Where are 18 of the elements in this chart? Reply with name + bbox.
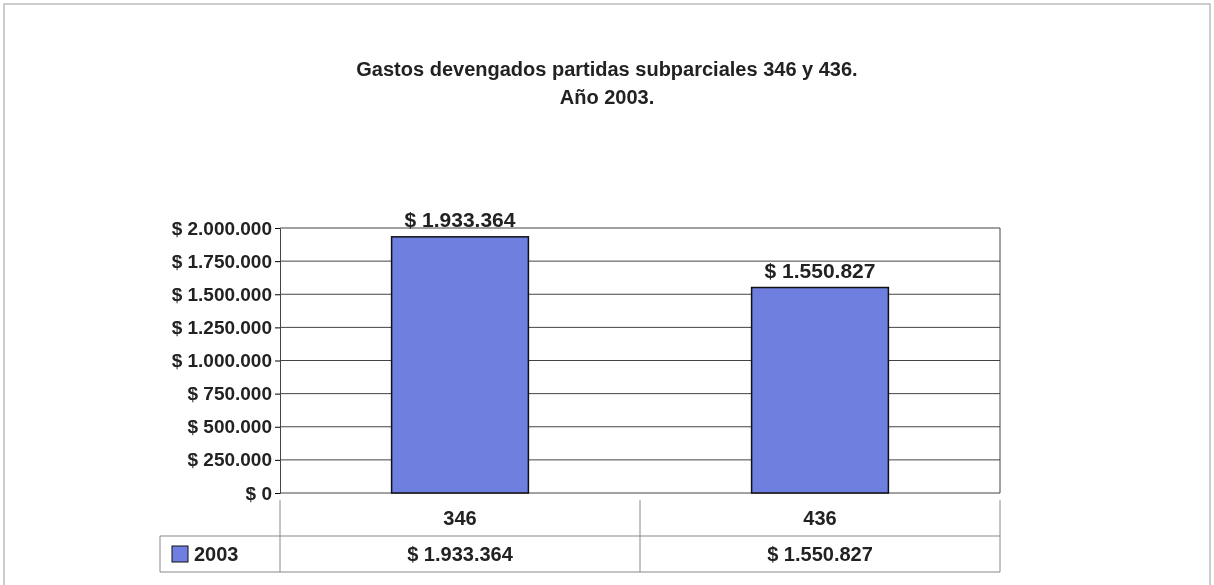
x-tick-label: 346 bbox=[443, 507, 477, 529]
legend-label: 2003 bbox=[194, 543, 239, 565]
y-tick-label: $ 250.000 bbox=[187, 449, 272, 471]
text: $ 1.933.364 bbox=[404, 207, 516, 231]
y-tick-label: $ 0 bbox=[245, 482, 272, 504]
chart-subtitle: Año 2003. bbox=[559, 86, 655, 108]
x-tick-label: 436 bbox=[803, 507, 837, 529]
y-tick-label: $ 750.000 bbox=[187, 383, 272, 405]
y-tick-label: $ 1.750.000 bbox=[171, 250, 272, 272]
y-tick-label: $ 1.250.000 bbox=[171, 316, 272, 338]
y-tick-label: $ 2.000.000 bbox=[171, 217, 272, 239]
chart-title: Gastos devengados partidas subparciales 346 y 436. bbox=[356, 58, 858, 80]
y-tick-label: $ 1.000.000 bbox=[171, 350, 272, 372]
text: $ 1.550.827 bbox=[764, 258, 876, 282]
y-tick-label: $ 500.000 bbox=[187, 416, 272, 438]
y-tick-label: $ 1.500.000 bbox=[171, 283, 272, 305]
data-label: $ 1.550.827 bbox=[767, 543, 873, 565]
data-label: $ 1.933.364 bbox=[407, 543, 514, 565]
